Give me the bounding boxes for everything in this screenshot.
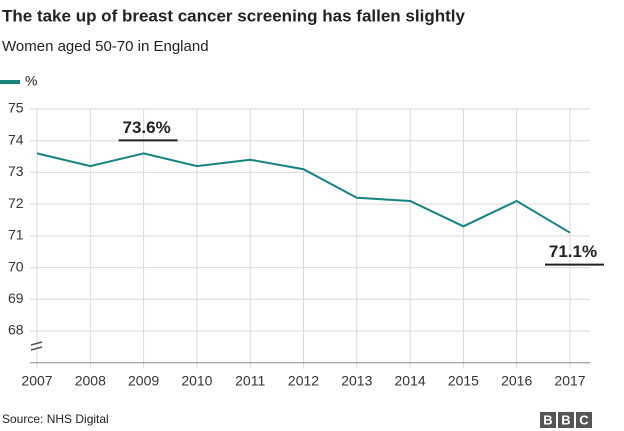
x-tick-label: 2013	[341, 373, 372, 389]
x-tick-label: 2012	[288, 373, 319, 389]
chart-title: The take up of breast cancer screening h…	[2, 6, 465, 25]
chart-subtitle: Women aged 50-70 in England	[2, 38, 209, 55]
y-tick-label: 72	[8, 195, 24, 211]
y-tick-label: 75	[8, 100, 24, 116]
x-tick-label: 2009	[128, 373, 159, 389]
x-tick-label: 2014	[395, 373, 426, 389]
y-tick-label: 74	[8, 131, 24, 147]
logo-box	[558, 412, 574, 428]
y-tick-label: 73	[8, 163, 24, 179]
y-tick-label: 68	[8, 322, 24, 338]
y-tick-label: 69	[8, 290, 24, 306]
axis-break	[30, 341, 43, 346]
y-tick-label: 70	[8, 258, 24, 274]
axis-break	[30, 346, 43, 351]
x-tick-label: 2017	[554, 373, 585, 389]
legend-label: %	[25, 73, 37, 89]
x-tick-label: 2010	[181, 373, 212, 389]
logo-letter: B	[543, 412, 552, 427]
line-series	[36, 152, 571, 234]
x-tick-label: 2007	[21, 373, 52, 389]
legend-swatch	[0, 80, 20, 84]
data-label: 73.6%	[122, 118, 170, 137]
x-tick-label: 2015	[448, 373, 479, 389]
source: Source: NHS Digital	[2, 412, 109, 426]
data-label: 71.1%	[549, 242, 597, 261]
logo-box	[540, 412, 556, 428]
logo-box	[576, 412, 592, 428]
logo-letter: C	[579, 412, 589, 427]
y-tick-label: 71	[8, 227, 24, 243]
logo-letter: B	[561, 412, 570, 427]
x-tick-label: 2008	[75, 373, 106, 389]
x-tick-label: 2016	[501, 373, 532, 389]
x-tick-label: 2011	[235, 373, 265, 389]
